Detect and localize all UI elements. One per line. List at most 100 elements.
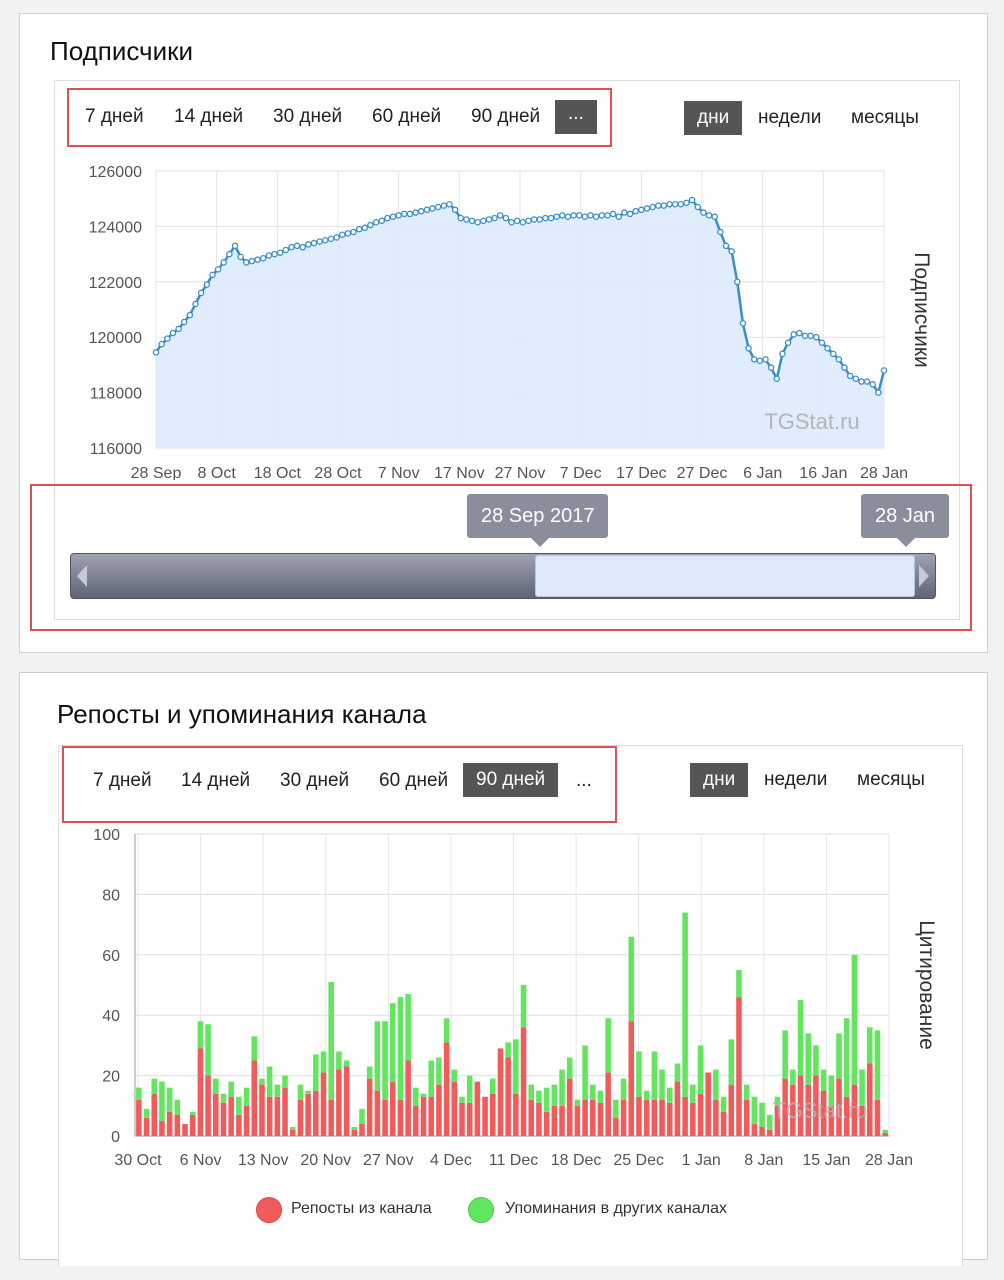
granularity-days-button-2[interactable]: дни [690, 763, 749, 797]
data-point [592, 213, 600, 220]
repost-bar [813, 1075, 819, 1136]
repost-bar [466, 1102, 473, 1136]
range-14-days-button[interactable]: 14 дней [174, 106, 244, 127]
mention-bar [643, 1090, 650, 1100]
repost-bar [620, 1099, 627, 1136]
data-point [869, 381, 876, 388]
range-60-days-button[interactable]: 60 дней [372, 106, 442, 127]
subscribers-title: Подписчики [50, 36, 194, 66]
mention-bar [328, 981, 334, 1100]
data-point [220, 259, 227, 266]
x-tick-label-2: 4 Dec [430, 1152, 472, 1169]
data-point [214, 266, 222, 273]
data-point [271, 250, 278, 258]
reposts-legend-label: Репосты из канала [291, 1200, 432, 1217]
scroll-left-arrow-icon[interactable] [71, 554, 93, 598]
data-point [852, 375, 860, 382]
repost-bar [805, 1084, 811, 1136]
subscribers-chart: 116000 118000 120000 122000 124000 126000 28 … [89, 164, 933, 480]
granularity-months-button-2[interactable]: месяцы [857, 769, 925, 790]
data-point [508, 218, 515, 226]
range-7-days-button[interactable]: 7 дней [85, 106, 144, 127]
range-90-days-button[interactable]: 90 дней [471, 106, 541, 127]
range-90-days-button-2[interactable]: 90 дней [463, 763, 559, 797]
repost-bar [705, 1072, 711, 1136]
data-point [457, 214, 464, 222]
scroll-right-arrow-icon[interactable] [913, 554, 935, 598]
data-point [519, 218, 527, 226]
range-14-days-button-2[interactable]: 14 дней [181, 770, 251, 791]
mention-bar [751, 1096, 758, 1124]
mention-bar [690, 1084, 696, 1103]
mention-bar [720, 1096, 727, 1112]
repost-bar [151, 1093, 158, 1136]
repost-bar [513, 1093, 519, 1136]
range-more-button[interactable]: ... [555, 100, 597, 134]
data-point [790, 331, 797, 338]
data-point [745, 345, 752, 352]
navigator-scrollbar[interactable] [70, 553, 936, 599]
granularity-months-button[interactable]: месяцы [851, 107, 919, 128]
x-tick-label: 7 Dec [560, 465, 602, 480]
repost-bar [336, 1069, 342, 1136]
data-point [739, 320, 747, 327]
mention-bar [351, 1126, 358, 1130]
repost-bar [405, 1060, 411, 1136]
mention-bar [628, 936, 635, 1022]
range-more-button-2[interactable]: ... [576, 770, 592, 791]
y-tick-label: 126000 [89, 164, 142, 181]
mention-bar [136, 1087, 142, 1100]
mention-bar [405, 994, 411, 1061]
repost-bar [874, 1099, 881, 1136]
mention-bar [759, 1102, 765, 1127]
mention-bar [543, 1087, 550, 1112]
range-60-days-button-2[interactable]: 60 дней [379, 770, 449, 791]
mention-bar [366, 1066, 373, 1079]
data-point [728, 248, 735, 255]
range-7-days-button-2[interactable]: 7 дней [93, 770, 152, 791]
mention-bar [420, 1093, 427, 1097]
mention-bar [766, 1114, 773, 1130]
data-point [333, 234, 340, 241]
x-tick-label: 27 Nov [495, 465, 546, 480]
data-point [496, 212, 504, 219]
y-tick-label: 118000 [90, 386, 142, 403]
data-point [237, 253, 244, 261]
repost-bar [774, 1105, 781, 1136]
data-point [576, 212, 583, 219]
x-tick-label-2: 25 Dec [613, 1152, 664, 1169]
repost-bar [713, 1099, 719, 1136]
navigator-selected-range[interactable] [535, 555, 915, 597]
granularity-weeks-button[interactable]: недели [758, 107, 822, 128]
reposts-range-selector: 7 дней 14 дней 30 дней 60 дней 90 дней .… [62, 746, 617, 823]
granularity-weeks-button-2[interactable]: недели [764, 769, 828, 790]
x-tick-label-2: 6 Nov [180, 1152, 222, 1169]
data-point [389, 213, 397, 220]
repost-bar [643, 1099, 650, 1136]
data-point [367, 221, 374, 229]
mention-bar [697, 1045, 704, 1094]
data-point [327, 235, 335, 243]
mention-bar [820, 1069, 827, 1091]
repost-bar [243, 1105, 250, 1136]
range-30-days-button-2[interactable]: 30 дней [280, 770, 350, 791]
mention-bar [859, 1069, 865, 1106]
data-point [412, 209, 419, 216]
repost-bar [297, 1099, 304, 1136]
data-point [688, 196, 696, 204]
data-point [547, 214, 555, 222]
x-tick-label: 17 Dec [616, 465, 667, 480]
repost-bar [259, 1084, 265, 1136]
mention-bar [743, 1084, 750, 1100]
mention-bar [359, 1108, 365, 1124]
data-point [282, 246, 290, 254]
repost-bar [605, 1072, 611, 1136]
repost-bar [582, 1099, 588, 1136]
repost-bar [166, 1111, 173, 1136]
granularity-days-button[interactable]: дни [684, 101, 743, 135]
mention-bar [597, 1090, 604, 1103]
repost-bar [520, 1027, 527, 1136]
data-point [316, 238, 323, 245]
range-30-days-button[interactable]: 30 дней [273, 106, 343, 127]
repost-bar [389, 1081, 396, 1136]
